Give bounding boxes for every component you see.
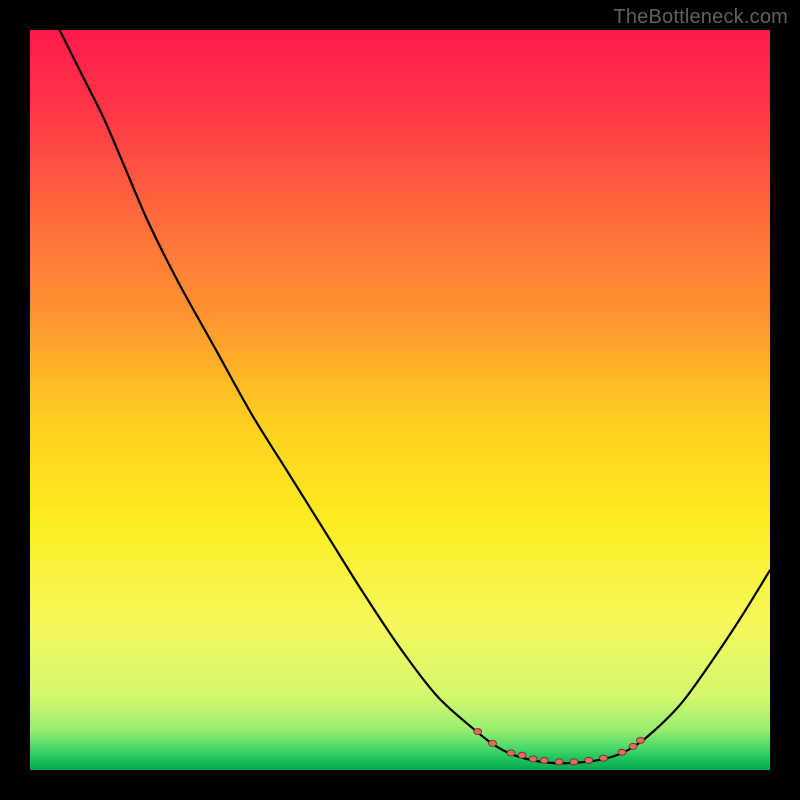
series-marker [555, 759, 563, 765]
series-marker [629, 743, 637, 749]
series-marker [618, 749, 626, 755]
series-marker [600, 755, 608, 761]
chart-frame: TheBottleneck.com [0, 0, 800, 800]
series-marker [518, 752, 526, 758]
plot-area [30, 30, 770, 770]
series-marker [529, 756, 537, 762]
watermark-label: TheBottleneck.com [613, 6, 788, 29]
series-marker [489, 740, 497, 746]
series-marker [540, 757, 548, 763]
series-marker [570, 759, 578, 765]
series-marker [585, 757, 593, 763]
gradient-background [30, 30, 770, 770]
series-marker [474, 729, 482, 735]
bottleneck-curve-chart [30, 30, 770, 770]
series-marker [637, 737, 645, 743]
series-marker [507, 750, 515, 756]
